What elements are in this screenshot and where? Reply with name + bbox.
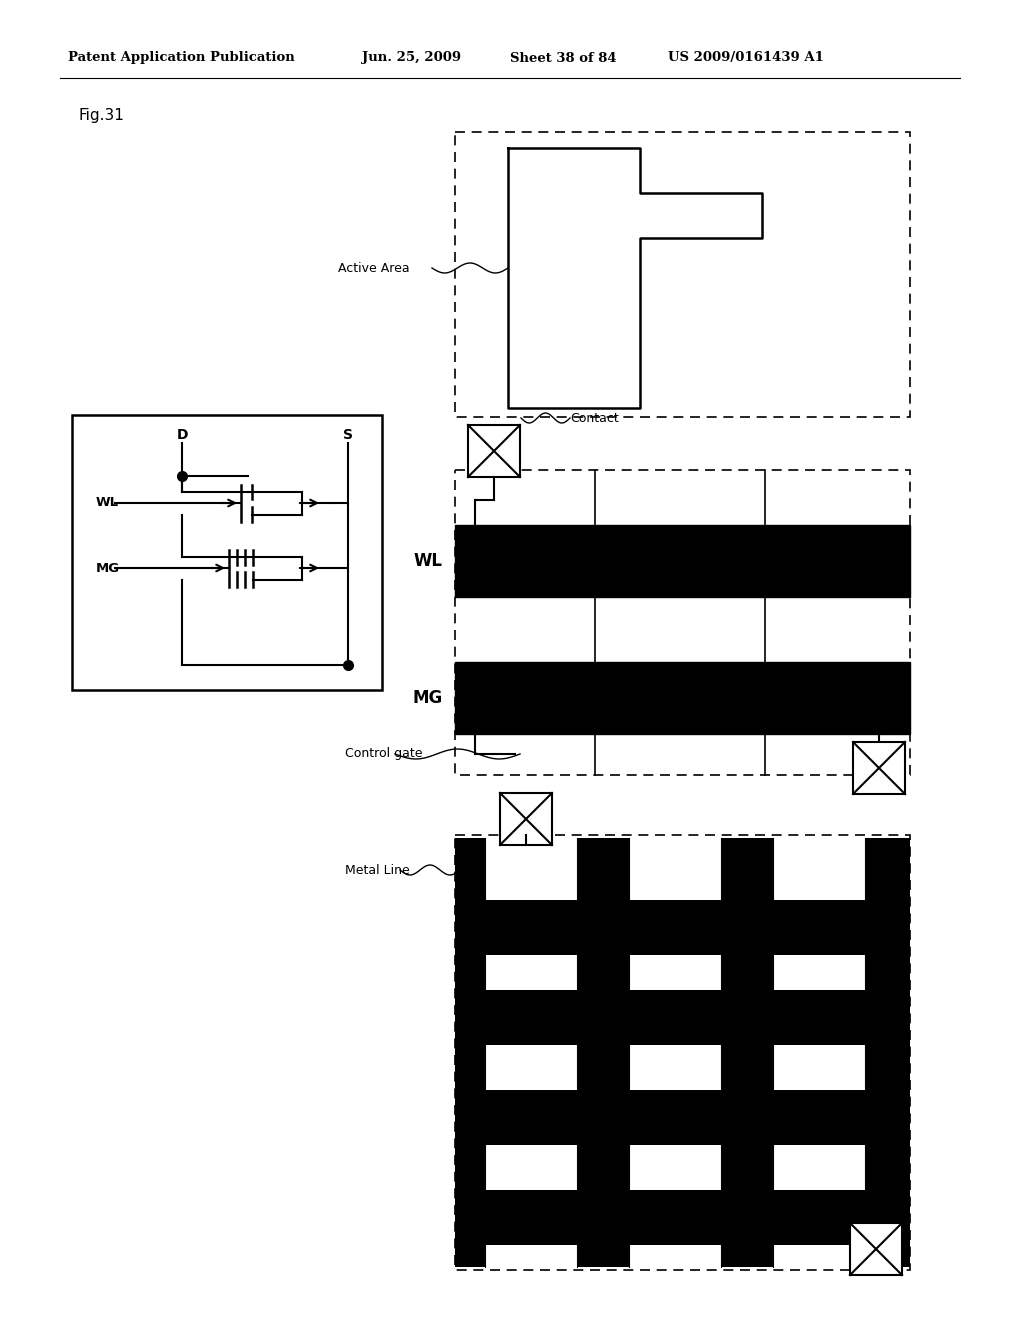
Bar [773, 900, 865, 954]
Text: WL: WL [96, 496, 119, 510]
Bar [72, 414, 382, 690]
Bar [629, 1090, 721, 1144]
Bar [455, 663, 910, 734]
Text: MG: MG [413, 689, 443, 708]
Text: Sheet 38 of 84: Sheet 38 of 84 [510, 51, 616, 65]
Bar [500, 793, 552, 845]
Bar [455, 470, 910, 775]
Bar [773, 1191, 865, 1245]
Bar [455, 838, 910, 1267]
Text: Jun. 25, 2009: Jun. 25, 2009 [362, 51, 461, 65]
Polygon shape [508, 148, 762, 408]
Bar [455, 132, 910, 417]
Bar [629, 1191, 721, 1245]
Bar [455, 836, 910, 1270]
Text: WL: WL [414, 552, 443, 570]
Bar [485, 1191, 577, 1245]
Text: Contact: Contact [570, 412, 618, 425]
Bar [853, 742, 905, 795]
Bar [629, 900, 721, 954]
Bar [773, 990, 865, 1045]
Text: Control gate: Control gate [345, 747, 423, 760]
Bar [629, 838, 721, 1267]
Text: Metal Line: Metal Line [345, 863, 410, 876]
Text: Fig.31: Fig.31 [78, 108, 124, 123]
Bar [773, 1090, 865, 1144]
Bar [485, 838, 577, 1267]
Bar [485, 990, 577, 1045]
Text: D: D [176, 428, 187, 442]
Text: Patent Application Publication: Patent Application Publication [68, 51, 295, 65]
Bar [468, 425, 520, 477]
Bar [629, 990, 721, 1045]
Bar [485, 1090, 577, 1144]
Bar [850, 1224, 902, 1275]
Bar [455, 525, 910, 597]
Bar [773, 838, 865, 1267]
Text: MG: MG [96, 561, 120, 574]
Text: Active Area: Active Area [338, 261, 410, 275]
Text: S: S [343, 428, 353, 442]
Bar [485, 900, 577, 954]
Text: US 2009/0161439 A1: US 2009/0161439 A1 [668, 51, 824, 65]
